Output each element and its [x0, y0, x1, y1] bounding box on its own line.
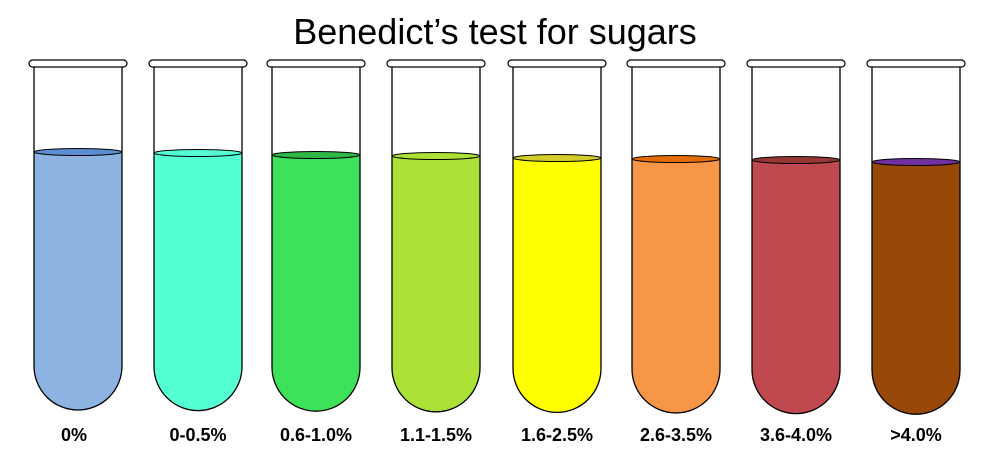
tube-label: 0% [61, 425, 87, 445]
test-tube: 3.6-4.0% [746, 59, 846, 445]
tube-glass [751, 66, 841, 415]
liquid-surface [33, 148, 123, 156]
test-tube: 1.6-2.5% [507, 59, 607, 445]
tube-label: 0-0.5% [169, 425, 226, 445]
tube-rim [507, 59, 607, 68]
liquid-surface [512, 154, 602, 162]
tube-label: 3.6-4.0% [760, 425, 832, 445]
tube-rim [626, 59, 726, 68]
liquid-surface [631, 155, 721, 163]
tube-label: 2.6-3.5% [640, 425, 712, 445]
liquid-surface [871, 158, 961, 166]
tube-rim [28, 59, 128, 68]
test-tube: 1.1-1.5% [386, 59, 486, 445]
diagram-title: Benedict’s test for sugars [293, 11, 697, 52]
test-tube: 0% [28, 59, 128, 445]
liquid-surface [153, 149, 243, 157]
tube-liquid [872, 162, 960, 415]
test-tube: 0-0.5% [148, 59, 248, 445]
tube-liquid [632, 159, 720, 413]
tube-glass [512, 66, 602, 414]
tube-rim [866, 59, 966, 68]
tube-liquid [154, 153, 242, 411]
tube-rim [148, 59, 248, 68]
liquid-surface [391, 152, 481, 160]
tube-glass [33, 66, 123, 411]
tube-liquid [34, 152, 122, 410]
tube-liquid [513, 158, 601, 413]
tube-label: 1.1-1.5% [400, 425, 472, 445]
tube-label: 1.6-2.5% [521, 425, 593, 445]
tube-label: 0.6-1.0% [280, 425, 352, 445]
tube-liquid [272, 155, 360, 412]
tube-glass [871, 66, 961, 415]
tube-glass [631, 66, 721, 414]
tube-liquid [752, 160, 840, 414]
tube-label: >4.0% [890, 425, 942, 445]
test-tube: >4.0% [866, 59, 966, 445]
tube-glass [391, 66, 481, 413]
liquid-surface [271, 151, 361, 159]
tube-glass [271, 66, 361, 412]
tube-rim [746, 59, 846, 68]
test-tube: 2.6-3.5% [626, 59, 726, 445]
tube-rim [386, 59, 486, 68]
liquid-surface [751, 156, 841, 164]
tube-glass [153, 66, 243, 412]
tube-rim [266, 59, 366, 68]
test-tube: 0.6-1.0% [266, 59, 366, 445]
tube-liquid [392, 156, 480, 412]
